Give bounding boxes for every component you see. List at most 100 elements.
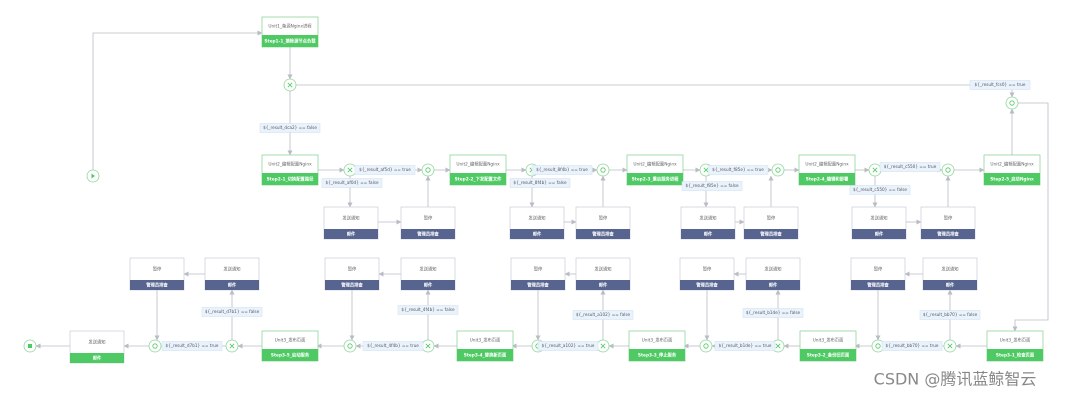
condition-bg — [354, 165, 416, 175]
condition-label: ${_result_b1de} == true — [719, 343, 772, 348]
box-bar — [680, 280, 734, 290]
task-node[interactable]: Unit2_编辑配置Nginx Step2-5_启动Nginx — [983, 154, 1041, 186]
condition-label: ${_result_8f4b} == false — [513, 180, 567, 185]
box-title: 暂停 — [703, 266, 712, 273]
box-bar-label: 邮件 — [769, 282, 778, 289]
merge-gateway — [148, 339, 162, 353]
condition-bg — [572, 310, 634, 320]
condition-bg — [849, 185, 911, 195]
task-bar — [457, 349, 513, 361]
task-node[interactable]: Unit2_编辑配置Nginx Step2-3_重启服务进程 — [626, 154, 684, 186]
merge-gateway — [699, 339, 713, 353]
box-title: 发送通知 — [870, 215, 887, 222]
condition: ${_result_af5d} == true — [354, 165, 416, 175]
task-bar — [800, 349, 856, 361]
merge-inner — [347, 343, 353, 349]
box-bar — [205, 280, 259, 290]
task-node[interactable]: Unit3_发布页面 Step3-5_启动服务 — [261, 330, 319, 362]
condition-bg — [259, 123, 321, 133]
task-step: Step2-3_重启服务进程 — [632, 176, 680, 183]
end-icon — [28, 344, 32, 348]
box-bar — [576, 280, 630, 290]
task-node[interactable]: Unit2_编辑配置Nginx Step2-2_下发配置文件 — [449, 154, 507, 186]
nodes: Unit1_备源Nginx进程 Step1-1_摘除源节点负载 Unit2_编辑配置… — [23, 16, 1044, 364]
box-bar-label: 邮件 — [347, 231, 356, 238]
task-node[interactable]: Unit1_备源Nginx进程 Step1-1_摘除源节点负载 — [261, 16, 319, 48]
task-bar — [450, 173, 506, 185]
merge-inner — [875, 343, 881, 349]
merge-inner — [775, 167, 781, 173]
condition-bg — [879, 162, 941, 172]
task-bar — [984, 173, 1040, 185]
condition-bg — [321, 178, 383, 188]
merge-gateway — [771, 163, 785, 177]
task-title: Unit3_发布页面 — [275, 337, 307, 344]
condition-bg — [742, 308, 804, 318]
merge-inner — [425, 167, 431, 173]
condition-bg — [509, 178, 571, 188]
condition: ${_result_4f4b} == false — [397, 305, 459, 315]
task-title: Unit2_编辑配置Nginx — [633, 161, 677, 168]
task-node[interactable]: Unit3_发布页面 Step3-1_检查页面 — [986, 330, 1044, 362]
task-node[interactable]: Unit3_发布页面 Step3-4_替换新页面 — [456, 330, 514, 362]
task-bar — [629, 349, 685, 361]
box-title: 发送通知 — [528, 215, 545, 222]
box-title: 发送通知 — [223, 266, 240, 273]
task-title: Unit3_发布页面 — [642, 337, 674, 344]
task-node[interactable]: Unit3_发布页面 Step3-3_停止服务 — [628, 330, 686, 362]
edge — [1012, 102, 1049, 332]
box-bar — [923, 280, 977, 290]
task-title: Unit1_备源Nginx进程 — [268, 23, 312, 30]
box-bar — [852, 229, 906, 239]
task-step: Step3-2_备份旧页面 — [807, 352, 850, 359]
condition-label: ${_result_bb70} == true — [886, 343, 939, 348]
merge-inner — [152, 343, 158, 349]
box-title: 发送通知 — [594, 266, 611, 273]
condition-bg — [537, 341, 599, 351]
task-node[interactable]: Unit2_编辑配置Nginx Step2-1_切换配置路径 — [261, 154, 319, 186]
merge-inner — [945, 167, 951, 173]
box-bar — [401, 229, 455, 239]
task-step: Step2-4_编辑和部署 — [806, 176, 849, 183]
task-node[interactable]: Unit3_发布页面 Step3-2_备份旧页面 — [799, 330, 857, 362]
condition-bg — [969, 80, 1031, 90]
condition: ${_result_8f4b} == true — [531, 165, 593, 175]
task-title: Unit2_编辑配置Nginx — [268, 161, 312, 168]
condition: ${_result_d7b1} == true — [161, 341, 223, 351]
box-bar-label: 邮件 — [533, 231, 542, 238]
task-node[interactable]: Unit2_编辑配置Nginx Step2-4_编辑和部署 — [798, 154, 856, 186]
box-bar-label: 邮件 — [424, 282, 433, 289]
box-bar-label: 管理员排查 — [937, 231, 959, 238]
condition: ${_result_f85e} == true — [707, 165, 769, 175]
box-title: 暂停 — [534, 266, 543, 273]
condition-bg — [531, 165, 593, 175]
merge-inner — [703, 343, 709, 349]
condition: ${_result_d7b1} == false — [201, 307, 263, 317]
condition-label: ${_result_a102} == false — [576, 312, 631, 317]
merge-inner — [1009, 100, 1015, 106]
condition: ${_result_a102} == false — [572, 310, 634, 320]
condition-bg — [919, 310, 981, 320]
box-bar — [746, 280, 800, 290]
condition-label: ${_result_af0d} == false — [325, 180, 378, 185]
task-title: Unit2_编辑配置Nginx — [805, 161, 849, 168]
